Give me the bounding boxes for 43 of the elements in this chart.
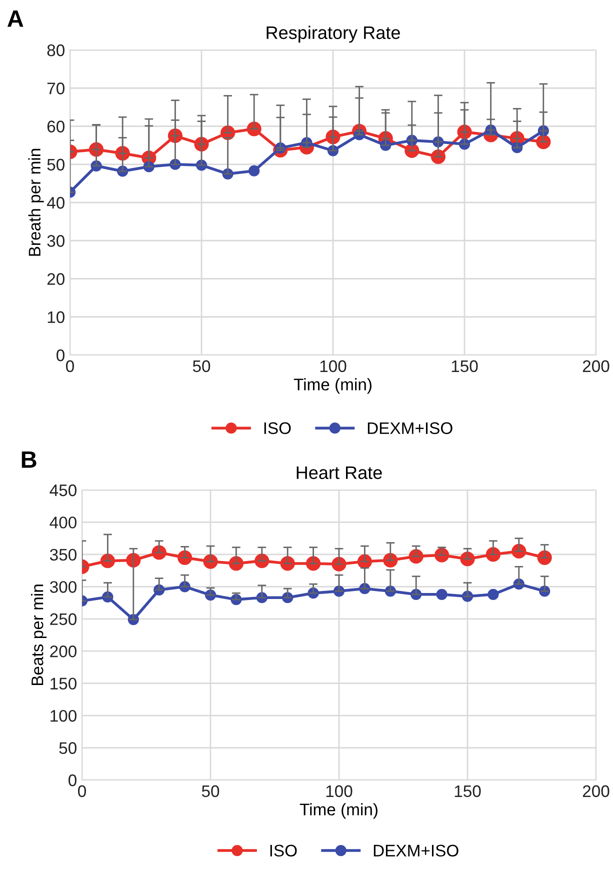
y-tick-label: 10 [48,311,64,324]
point [488,588,499,600]
y-axis-title: Beats per min [31,584,47,686]
y-tick-label: 0 [68,774,76,786]
y-tick-label: 0 [56,349,64,362]
y-tick-label: 50 [47,158,64,171]
point [436,588,448,600]
y-tick-label: 60 [47,120,64,132]
x-axis-title: Time (min) [294,378,372,394]
y-tick-label: 40 [46,196,64,209]
x-tick-label: 50 [192,360,210,372]
legend-label: DEXM+ISO [368,422,452,434]
x-tick-label: 50 [202,785,220,798]
y-tick-label: 200 [50,646,76,658]
y-tick-label: 80 [47,44,64,56]
y-tick-label: 400 [50,516,76,528]
x-tick-label: 200 [582,360,610,372]
y-tick-label: 20 [47,273,64,285]
y-tick-label: 150 [50,678,76,690]
x-tick-label: 100 [326,785,352,798]
x-tick-label: 0 [78,785,86,798]
y-tick-label: 300 [50,581,76,593]
text: B [22,451,36,468]
y-tick-label: 70 [47,82,64,94]
y-tick-label: 50 [59,742,76,754]
y-tick-label: 450 [50,484,76,496]
y-axis-title: Breath per min [28,148,44,256]
text: A [7,10,24,27]
chart-title: Heart Rate [296,466,382,480]
point [248,165,260,176]
x-tick-label: 200 [582,785,610,798]
x-tick-label: 150 [452,360,478,372]
x-axis-title: Time (min) [300,803,378,819]
y-tick-label: 100 [50,710,76,722]
legend-label: DEXM+ISO [374,844,458,857]
y-tick-label: 350 [50,548,76,561]
legend-label: ISO [264,422,291,434]
x-tick-label: 100 [320,360,346,372]
chart-title: Respiratory Rate [266,26,400,43]
x-tick-label: 150 [454,785,481,798]
legend-label: ISO [270,844,297,857]
y-tick-label: 30 [47,235,64,247]
y-tick-label: 250 [50,613,76,626]
